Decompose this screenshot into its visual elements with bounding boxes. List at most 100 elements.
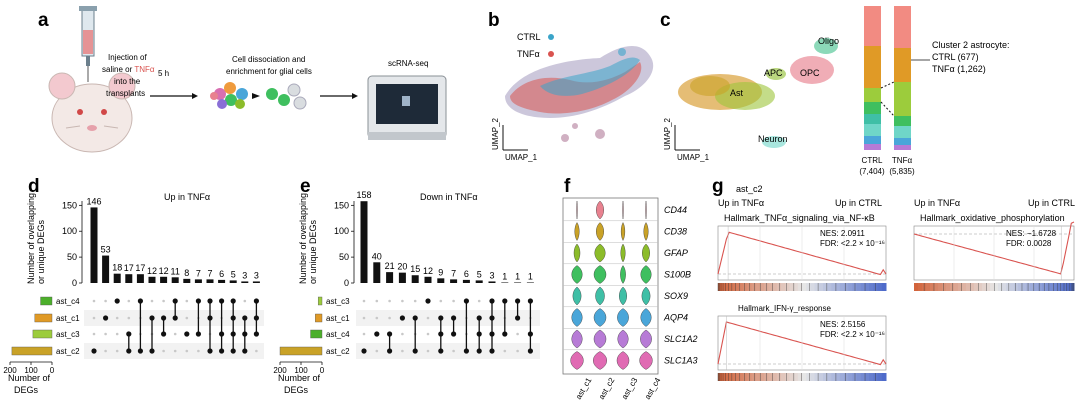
intersection-bar (526, 282, 534, 283)
matrix-dot-filled (91, 348, 97, 354)
panel-label-d: d (28, 176, 40, 197)
legend-ctrl-dot (548, 34, 554, 40)
gsea-rank-heat (1006, 283, 1011, 291)
gsea-fdr-3: FDR: <2.2 × 10⁻¹⁶ (820, 330, 885, 339)
violin (594, 243, 606, 263)
arrow-3-head (352, 93, 358, 99)
gsea-rank-heat (978, 283, 983, 291)
matrix-dot-empty (401, 332, 404, 336)
matrix-dot-empty (452, 349, 455, 353)
violin (571, 329, 583, 349)
set-name-label: ast_c3 (326, 297, 350, 306)
intersection-bar (218, 279, 226, 283)
bar-value-label: 6 (464, 269, 469, 279)
matrix-dot-empty (516, 332, 519, 336)
intersection-bar (241, 281, 249, 283)
gsea-up-ctrl-1: Up in CTRL (835, 198, 882, 208)
violin (596, 222, 604, 241)
gsea-rank-heat (877, 373, 883, 381)
violin (620, 265, 626, 284)
matrix-dot-filled (184, 331, 190, 337)
gsea-rank-heat (852, 373, 858, 381)
gsea-fdr-2: FDR: 0.0028 (1006, 239, 1052, 248)
gsea-rank-heat (962, 283, 967, 291)
gsea-rank-heat (776, 373, 782, 381)
dissociation-line-1: Cell dissociation and (232, 55, 305, 64)
intersection-bar (125, 274, 133, 283)
legend-tnf-dot (548, 51, 554, 57)
bar-value-label: 146 (86, 196, 101, 206)
intersection-bar (398, 272, 406, 283)
violin (571, 265, 583, 284)
matrix-dot-empty (426, 332, 430, 336)
matrix-row-band (356, 310, 540, 326)
gsea-rank-heat (806, 283, 811, 291)
bar-value-label: 3 (242, 270, 247, 280)
matrix-dot-empty (115, 316, 119, 320)
gsea-rank-heat (856, 283, 862, 291)
gsea-rank-heat (869, 373, 874, 381)
gsea-rank-heat (1050, 283, 1055, 291)
injection-line-1: Injection of (108, 53, 147, 62)
gsea-rank-heat (718, 283, 723, 291)
intersection-bar (194, 279, 202, 283)
bar-value-label: 6 (219, 269, 224, 279)
legend-ctrl-label: CTRL (517, 32, 541, 42)
umap-c-ylabel: UMAP_2 (663, 117, 672, 150)
gsea-rank-heat (818, 283, 824, 291)
intersection-bar (462, 279, 470, 283)
callout-ctrl: CTRL (677) (932, 52, 979, 62)
gsea-rank-heat (1070, 283, 1075, 291)
gene-label: GFAP (664, 248, 688, 258)
set-size-tick-label: 200 (273, 366, 287, 375)
gsea-rank-heat (764, 283, 769, 291)
set-size-e-label-1: Number of (278, 373, 321, 383)
set-name-label: ast_c4 (326, 330, 350, 339)
panel-b: b CTRL TNFα UMAP_1 UMAP_2 (488, 10, 654, 162)
upset-e-set-sizes: ast_c3 ast_c1 ast_c4 ast_c2 200 100 0 (273, 296, 350, 375)
y-tick-label: 100 (62, 226, 77, 236)
set-size-d-label-2: DEGs (14, 385, 39, 395)
bar-value-label: 12 (147, 266, 157, 276)
matrix-dot-empty (362, 316, 366, 320)
set-size-bar (34, 313, 53, 323)
upset-e-ylabel-2: or unique DEGs (308, 219, 318, 284)
matrix-dot-empty (92, 332, 96, 336)
bar-value-label: 7 (196, 268, 201, 278)
gsea-rank-heat (726, 283, 732, 291)
violin (617, 308, 629, 327)
gsea-nes-3: NES: 2.5156 (820, 320, 866, 329)
intersection-bar (229, 280, 237, 283)
bar-value-label: 8 (184, 268, 189, 278)
gsea-rank-heat (768, 283, 774, 291)
gsea-up-tnf-2: Up in TNFα (914, 198, 960, 208)
injection-line-2: saline or TNFα (102, 65, 155, 74)
gsea-rank-heat (848, 373, 853, 381)
umap-b-scatter (505, 45, 654, 142)
matrix-dot-empty (92, 299, 96, 303)
gsea-rank-heat (810, 283, 816, 291)
gsea-rank-heat (789, 373, 795, 381)
intersection-bar (501, 282, 509, 283)
gsea-rank-heat (877, 283, 883, 291)
matrix-dot-empty (127, 316, 131, 320)
matrix-row-band (356, 343, 540, 359)
gsea-rank-heat (785, 283, 790, 291)
gsea-plots (717, 221, 1075, 381)
arrow-2-head (252, 93, 260, 99)
gsea-rank-heat (865, 373, 870, 381)
umap-b-xlabel: UMAP_1 (505, 153, 538, 162)
matrix-dot-empty (439, 299, 443, 303)
bar-value-label: 18 (112, 263, 122, 273)
gsea-rank-heat (869, 283, 874, 291)
intersection-bar (514, 282, 522, 283)
upset-d-matrix (84, 298, 264, 359)
violin (596, 200, 604, 220)
bar-value-label: 40 (372, 251, 382, 261)
bar-value-label: 15 (410, 264, 420, 274)
bar-value-label: 3 (489, 270, 494, 280)
violin (645, 200, 647, 220)
gsea-rank-heat (810, 373, 816, 381)
matrix-dot-empty (197, 349, 200, 353)
